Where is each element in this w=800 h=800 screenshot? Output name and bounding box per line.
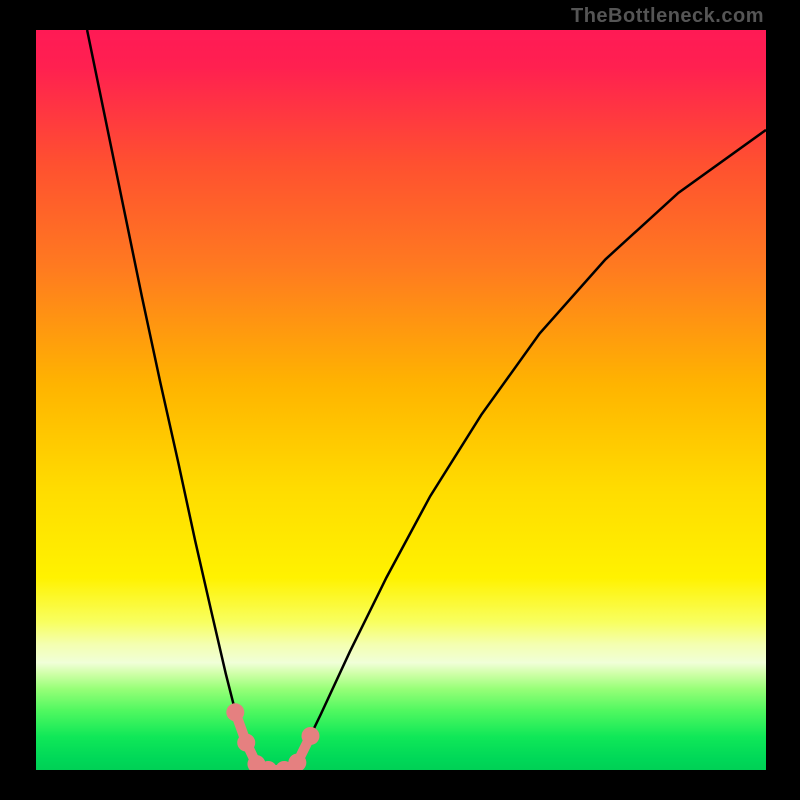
- marker-dot: [237, 734, 255, 752]
- marker-dot: [226, 703, 244, 721]
- watermark-text: TheBottleneck.com: [571, 5, 764, 28]
- marker-dot: [301, 727, 319, 745]
- plot-area: [36, 30, 766, 770]
- chart-frame: TheBottleneck.com: [0, 0, 800, 800]
- gradient-background: [36, 30, 766, 770]
- bottleneck-chart-svg: [36, 30, 766, 770]
